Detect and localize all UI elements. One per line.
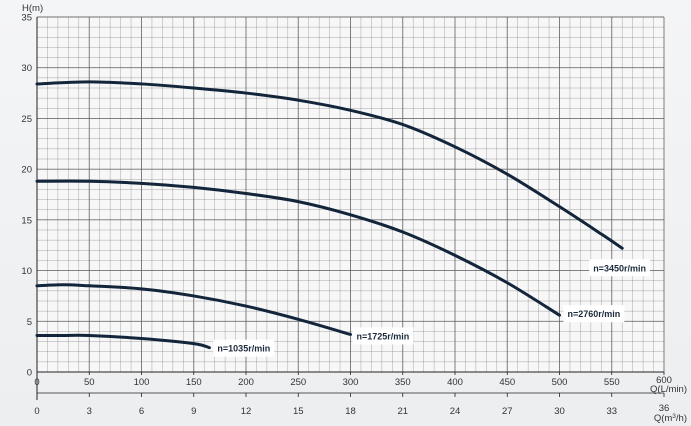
x2-tick-label: 0 xyxy=(34,406,39,417)
axes xyxy=(36,17,665,400)
curve-label-box xyxy=(563,305,625,323)
y-tick-label: 0 xyxy=(27,368,32,379)
x2-tick-label: 21 xyxy=(397,406,408,417)
x-axis-title: Q(L/min) xyxy=(650,384,687,395)
x2-tick-label: 6 xyxy=(139,406,144,417)
curve-label-text: n=1725r/min xyxy=(357,331,410,341)
pump-curves xyxy=(35,80,624,350)
y-tick-label: 30 xyxy=(21,63,32,74)
x-tick-label: 300 xyxy=(343,377,359,388)
pump-curve-line xyxy=(35,80,624,250)
curve-label: n=2760r/min xyxy=(563,305,625,323)
x-tick-label: 400 xyxy=(447,377,463,388)
pump-curve-line xyxy=(35,333,211,350)
y-tick-labels: 0 5 10 15 20 25 30 35 xyxy=(21,13,32,379)
pump-curve-line xyxy=(35,179,561,317)
x-tick-label: 200 xyxy=(238,377,254,388)
x2-tick-label: 24 xyxy=(450,406,461,417)
x2-tick-label: 9 xyxy=(191,406,196,417)
curve-label: n=3450r/min xyxy=(589,259,650,277)
curve-label-box xyxy=(352,327,414,345)
x-tick-label: 350 xyxy=(395,377,411,388)
x2-tick-label: 30 xyxy=(554,406,565,417)
x-tick-label: 50 xyxy=(84,377,95,388)
x2-tick-label: 12 xyxy=(241,406,252,417)
curve-label: n=1035r/min xyxy=(213,339,275,357)
x2-axis-title: Q(m3/h) xyxy=(654,413,687,424)
x-tick-label: 150 xyxy=(186,377,202,388)
y-tick-label: 15 xyxy=(21,215,32,226)
x2-tick-label: 33 xyxy=(606,406,617,417)
x2-tick-label: 3 xyxy=(87,406,92,417)
x2-tick-label: 18 xyxy=(345,406,356,417)
curve-label-box xyxy=(213,339,275,357)
x-tick-label: 0 xyxy=(34,377,39,388)
x2-axis-title-sup: 3 xyxy=(672,413,676,420)
x-tick-label: 550 xyxy=(604,377,620,388)
y-axis-title: H(m) xyxy=(22,3,43,14)
curve-labels: n=3450r/min n=2760r/min n=1725r/min n=1035r… xyxy=(213,259,650,357)
curve-label-text: n=2760r/min xyxy=(568,309,621,319)
x2-tick-labels: 0 3 6 9 12 15 18 21 24 27 30 33 36 xyxy=(34,403,669,417)
pump-curve-line xyxy=(35,283,352,336)
curve-label-box xyxy=(589,259,650,277)
x-tick-label: 600 xyxy=(656,375,672,386)
y-tick-label: 5 xyxy=(27,317,32,328)
x2-tick-label: 15 xyxy=(293,406,304,417)
x2-axis-title-base: Q(m xyxy=(654,413,673,424)
y-tick-label: 35 xyxy=(21,13,32,24)
x2-axis-title-tail: /h) xyxy=(676,413,687,424)
y-tick-label: 25 xyxy=(21,114,32,125)
x2-tick-label: 36 xyxy=(659,403,670,414)
curve-label-text: n=1035r/min xyxy=(217,344,270,354)
curve-label: n=1725r/min xyxy=(352,327,414,345)
x-tick-label: 450 xyxy=(499,377,515,388)
x-tick-label: 250 xyxy=(290,377,306,388)
x2-tick-label: 27 xyxy=(502,406,513,417)
y-tick-label: 20 xyxy=(21,165,32,176)
x-tick-label: 500 xyxy=(552,377,568,388)
y-tick-label: 10 xyxy=(21,266,32,277)
curve-label-text: n=3450r/min xyxy=(593,263,646,273)
x-tick-labels: 0 50 100 150 200 250 300 350 400 450 500 550 600 xyxy=(34,375,672,388)
x-tick-label: 100 xyxy=(134,377,150,388)
